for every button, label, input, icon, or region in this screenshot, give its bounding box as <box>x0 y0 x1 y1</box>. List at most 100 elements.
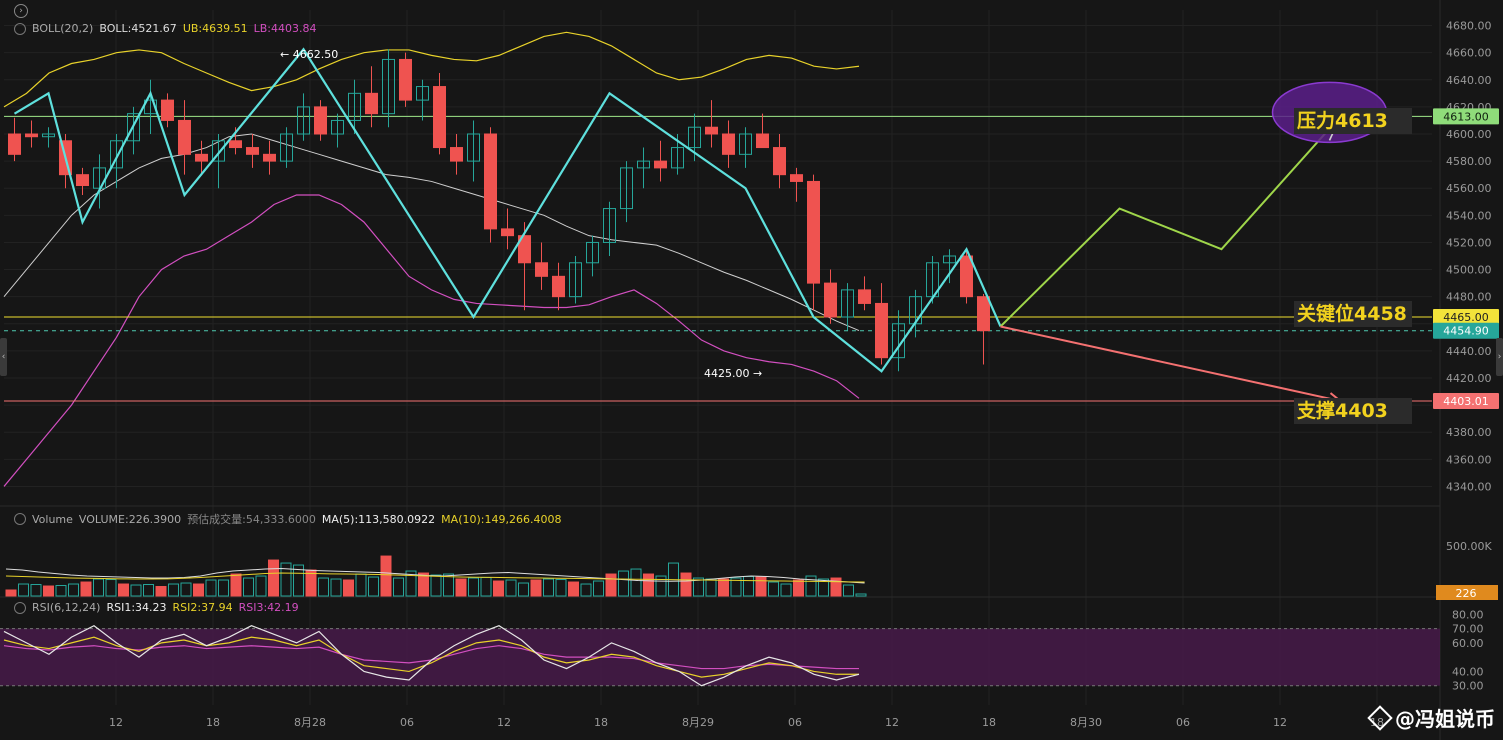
candle-body <box>858 289 871 304</box>
candle-body <box>365 92 378 115</box>
y-tick-label: 4340.00 <box>1446 480 1492 493</box>
candle-body <box>484 133 497 230</box>
volume-bar <box>543 578 554 597</box>
candle-body <box>637 160 650 169</box>
eye-icon[interactable] <box>14 22 26 35</box>
volume-legend-name: Volume <box>32 512 73 526</box>
volume-bar <box>793 579 804 597</box>
candle-body <box>212 140 225 162</box>
brand-logo-icon <box>1367 704 1393 731</box>
candle-body <box>892 323 905 359</box>
candle-body <box>127 113 140 142</box>
candle-body <box>42 133 55 138</box>
rsi-tick-label: 70.00 <box>1452 623 1484 636</box>
candle-body <box>943 255 956 264</box>
candle-body <box>348 92 361 121</box>
candle-body <box>382 58 395 115</box>
volume-bar <box>718 578 729 597</box>
eye-icon[interactable] <box>14 601 26 614</box>
y-tick-label: 4540.00 <box>1446 209 1492 222</box>
volume-bar <box>755 576 767 597</box>
candle-body <box>620 167 633 210</box>
candle-body <box>705 126 718 135</box>
volume-bar <box>843 584 854 597</box>
y-tick-label: 4600.00 <box>1446 128 1492 141</box>
volume-bar <box>280 562 292 597</box>
zigzag-line <box>13 47 1002 373</box>
volume-bar <box>518 582 529 597</box>
rsi1-line <box>3 625 860 687</box>
volume-tag <box>1436 585 1498 600</box>
rsi-tick-label: 40.00 <box>1452 665 1484 678</box>
x-tick-label: 06 <box>1176 716 1190 729</box>
collapse-legend-icon[interactable]: › <box>14 4 28 18</box>
candle-body <box>790 174 803 182</box>
volume-bar <box>430 574 442 597</box>
price-tag-text: 4465.00 <box>1443 311 1489 324</box>
volume-bar <box>443 573 454 597</box>
candle-body <box>535 262 548 277</box>
rsi-legend-name: RSI(6,12,24) <box>32 601 101 614</box>
x-tick-label: 12 <box>109 716 123 729</box>
candle-body <box>654 160 667 169</box>
resistance-label: 压力4613 <box>1294 108 1412 134</box>
x-tick-label: 06 <box>788 716 802 729</box>
volume-bar <box>505 579 517 597</box>
candle-body <box>569 262 582 298</box>
y-tick-label: 4640.00 <box>1446 74 1492 87</box>
volume-bar <box>268 559 279 597</box>
x-tick-label: 18 <box>594 716 608 729</box>
low-annotation: 4425.00 → <box>704 367 762 380</box>
volume-bar <box>405 570 417 597</box>
candle-body <box>8 133 21 155</box>
volume-bar <box>580 583 592 597</box>
candle-body <box>756 133 769 149</box>
volume-bar <box>168 583 179 597</box>
volume-bar <box>655 575 667 597</box>
boll-legend: BOLL(20,2) BOLL:4521.67 UB:4639.51 LB:44… <box>14 22 316 35</box>
volume-bar <box>230 573 242 597</box>
volume-tag-text: 226 <box>1456 587 1477 600</box>
candle-body <box>688 126 701 149</box>
volume-bar <box>555 579 567 597</box>
candle-body <box>977 296 990 332</box>
price-tag <box>1433 309 1499 325</box>
candle-body <box>586 241 599 264</box>
volume-bar <box>730 577 742 597</box>
volume-bar <box>818 578 829 597</box>
scroll-right-handle[interactable]: › <box>1496 338 1503 376</box>
volume-bar <box>143 584 154 597</box>
volume-bar <box>693 577 704 597</box>
candle-body <box>450 147 463 162</box>
boll-lower-band <box>3 194 860 487</box>
volume-bar <box>318 577 329 597</box>
candle-body <box>875 302 888 359</box>
y-tick-label: 4420.00 <box>1446 372 1492 385</box>
rsi2-value: RSI2:37.94 <box>172 601 233 614</box>
y-tick-label: 4380.00 <box>1446 426 1492 439</box>
volume-bar <box>855 593 867 597</box>
volume-bar <box>330 578 342 597</box>
boll-legend-name: BOLL(20,2) <box>32 22 94 35</box>
eye-icon[interactable] <box>14 513 26 525</box>
volume-ma5: MA(5):113,580.0922 <box>321 512 436 526</box>
volume-bar <box>593 580 604 597</box>
volume-bar <box>93 578 104 597</box>
volume-bar <box>30 584 42 597</box>
support-label: 支撑4403 <box>1294 398 1412 424</box>
volume-value: VOLUME:226.3900 <box>78 512 182 526</box>
candle-body <box>773 147 786 176</box>
volume-bar <box>393 577 404 597</box>
volume-bar <box>643 573 654 597</box>
candle-body <box>467 133 480 162</box>
rsi3-value: RSI3:42.19 <box>238 601 299 614</box>
volume-bar <box>55 585 67 597</box>
volume-estimate: 预估成交量:54,333.6000 <box>187 513 316 526</box>
volume-bar <box>568 581 579 597</box>
volume-bar <box>493 580 504 597</box>
x-tick-label: 12 <box>497 716 511 729</box>
high-annotation: ← 4662.50 <box>280 48 338 61</box>
scroll-left-handle[interactable]: ‹ <box>0 338 7 376</box>
volume-bar <box>193 583 204 597</box>
